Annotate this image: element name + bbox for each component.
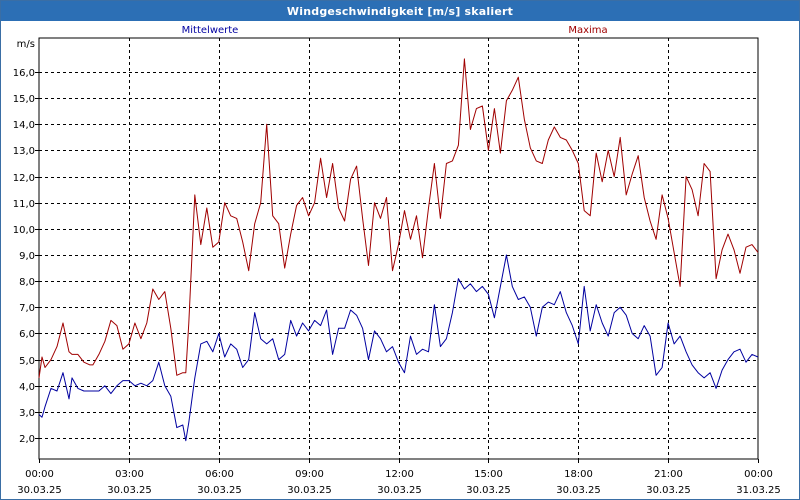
x-tick-label-time: 09:00 (295, 469, 324, 480)
x-tick-label-date: 30.03.25 (17, 485, 62, 496)
x-tick-label-time: 21:00 (654, 469, 683, 480)
x-tick-label-date: 30.03.25 (466, 485, 511, 496)
y-tick-label: 14,0 (13, 120, 35, 131)
legend-mittelwerte: Mittelwerte (182, 25, 239, 36)
x-tick-label-date: 30.03.25 (287, 485, 332, 496)
y-tick-label: 16,0 (13, 68, 35, 79)
y-tick-label: 10,0 (13, 225, 35, 236)
y-tick-label: 13,0 (13, 146, 35, 157)
x-tick-label-time: 00:00 (744, 469, 773, 480)
y-tick-label: 9,0 (19, 251, 35, 262)
y-tick-label: 12,0 (13, 173, 35, 184)
y-tick-label: 11,0 (13, 199, 35, 210)
plot-area (38, 37, 759, 460)
y-tick-label: 4,0 (19, 382, 35, 393)
y-tick-label: 7,0 (19, 303, 35, 314)
y-tick-label: 2,0 (19, 434, 35, 445)
y-tick-label: 6,0 (19, 329, 35, 340)
x-tick-label-date: 31.03.25 (736, 485, 781, 496)
x-tick-label-date: 30.03.25 (556, 485, 601, 496)
series-line-mittelwerte (38, 254, 759, 442)
x-tick-label-time: 12:00 (385, 469, 414, 480)
window-title: Windgeschwindigkeit [m/s] skaliert (1, 1, 799, 21)
x-tick-label-date: 30.03.25 (197, 485, 242, 496)
y-axis-label: m/s (17, 39, 35, 50)
x-tick-label-time: 06:00 (205, 469, 234, 480)
x-tick-label-date: 30.03.25 (107, 485, 152, 496)
x-tick-label-time: 15:00 (474, 469, 503, 480)
x-tick-label-date: 30.03.25 (377, 485, 422, 496)
y-tick-label: 15,0 (13, 94, 35, 105)
x-tick-label-time: 00:00 (25, 469, 54, 480)
x-tick-label-time: 03:00 (115, 469, 144, 480)
x-tick-label-time: 18:00 (564, 469, 593, 480)
legend-maxima: Maxima (568, 25, 607, 36)
x-tick-label-date: 30.03.25 (646, 485, 691, 496)
y-tick-label: 5,0 (19, 356, 35, 367)
y-tick-label: 8,0 (19, 277, 35, 288)
series-line-maxima (38, 58, 759, 378)
y-tick-label: 3,0 (19, 408, 35, 419)
